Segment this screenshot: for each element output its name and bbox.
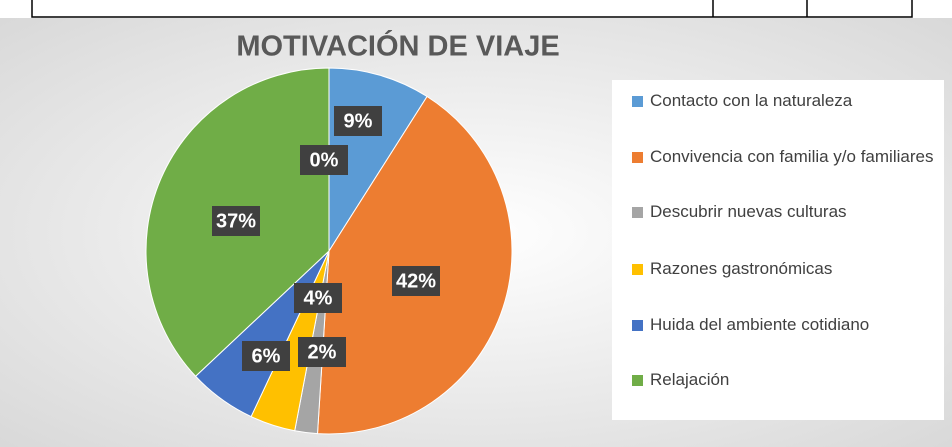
data-label: 37%: [216, 210, 256, 232]
legend-label: Razones gastronómicas: [650, 259, 833, 278]
data-label-box: [334, 106, 382, 136]
legend-item: Relajación: [632, 367, 952, 393]
legend-swatch: [632, 207, 643, 218]
legend-item: Contacto con la naturaleza: [632, 88, 952, 114]
data-label: 6%: [252, 345, 281, 367]
table-row: [31, 0, 913, 18]
data-label-box: [242, 341, 290, 371]
data-label-box: [392, 266, 440, 296]
legend-item: Huida del ambiente cotidiano: [632, 312, 952, 338]
legend-label: Huida del ambiente cotidiano: [650, 315, 870, 334]
legend-label: Convivencia con familia y/o familiares: [650, 147, 934, 166]
legend-label: Contacto con la naturaleza: [650, 91, 853, 110]
legend-swatch: [632, 375, 643, 386]
legend-label: Descubrir nuevas culturas: [650, 202, 847, 221]
legend-swatch: [632, 96, 643, 107]
legend: Contacto con la naturaleza Convivencia co…: [612, 80, 944, 420]
legend-swatch: [632, 152, 643, 163]
data-label: 42%: [396, 270, 436, 292]
data-label: 4%: [304, 287, 333, 309]
data-label-box: [294, 283, 342, 313]
chart-title: MOTIVACIÓN DE VIAJE: [236, 29, 559, 63]
data-label-box: [298, 337, 346, 367]
legend-label: Relajación: [650, 370, 730, 389]
legend-swatch: [632, 320, 643, 331]
data-label: 0%: [310, 149, 339, 171]
data-label-box: [212, 206, 260, 236]
legend-swatch: [632, 264, 643, 275]
legend-item: Descubrir nuevas culturas: [632, 199, 952, 225]
legend-item: Convivencia con familia y/o familiares: [632, 144, 952, 170]
data-label-box: [300, 145, 348, 175]
legend-item: Razones gastronómicas: [632, 256, 952, 282]
pie-slice: [316, 95, 513, 435]
data-label: 2%: [308, 341, 337, 363]
data-label: 9%: [344, 110, 373, 132]
